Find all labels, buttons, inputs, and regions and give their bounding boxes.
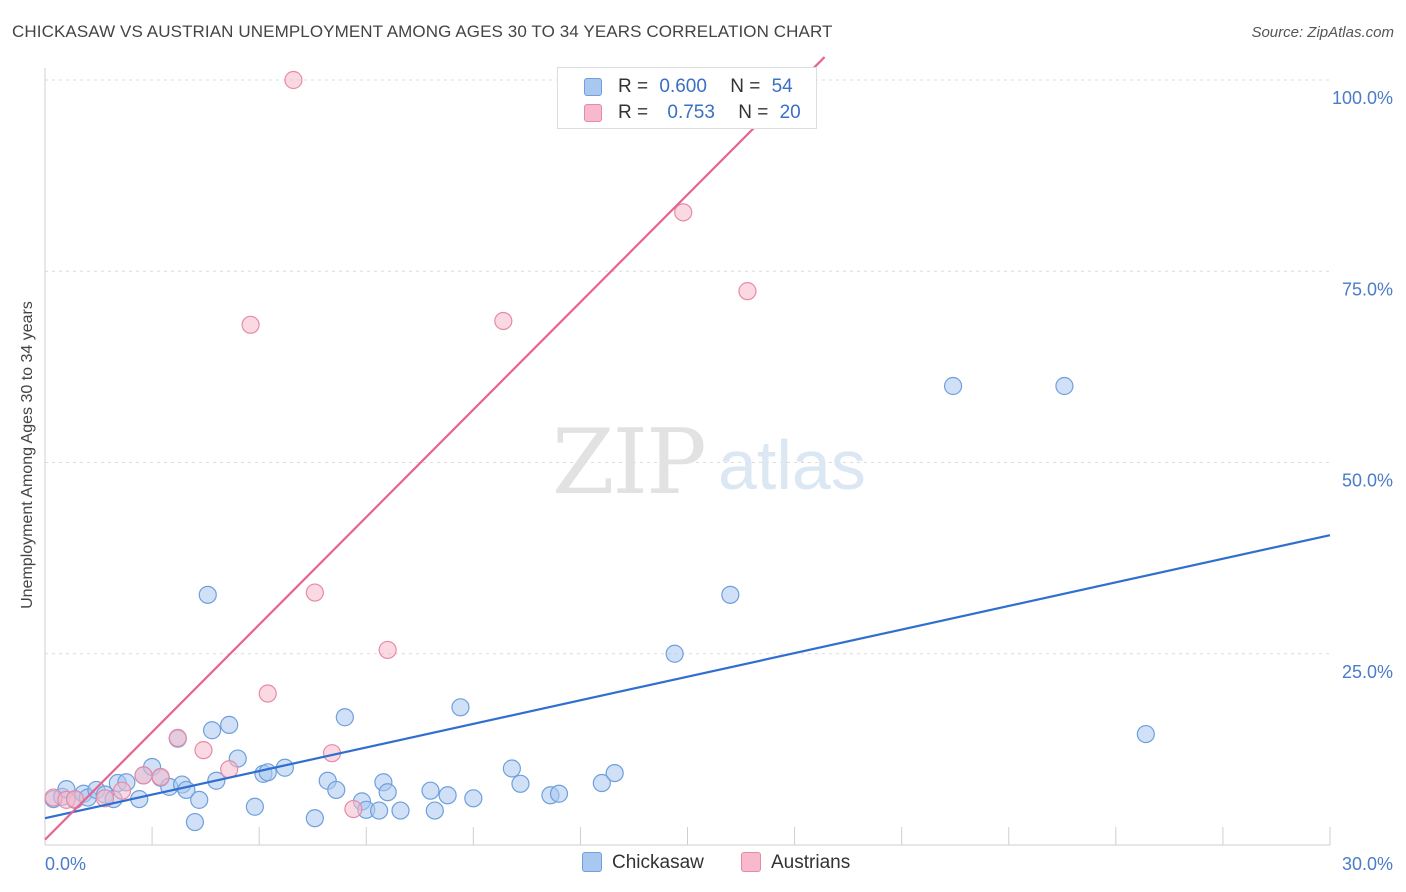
austrians-point xyxy=(65,789,85,809)
legend-swatch-austrians xyxy=(584,104,602,122)
chickasaw-point xyxy=(198,585,217,604)
chart-title: CHICKASAW VS AUSTRIAN UNEMPLOYMENT AMONG… xyxy=(12,22,833,41)
x-tick-label: 30.0% xyxy=(1342,854,1393,874)
watermark-zip: ZIP xyxy=(552,410,705,515)
y-axis-label: Unemployment Among Ages 30 to 34 years xyxy=(19,301,36,609)
chickasaw-point xyxy=(1136,724,1155,744)
chickasaw-point xyxy=(370,801,389,820)
watermark-atlas: atlas xyxy=(718,426,866,504)
chickasaw-point xyxy=(502,759,521,778)
legend-n-label: N = xyxy=(738,102,769,123)
chickasaw-point xyxy=(464,789,483,808)
x-tick-label: 0.0% xyxy=(45,854,86,874)
bottom-legend-label-austrians: Austrians xyxy=(771,852,851,873)
chickasaw-point xyxy=(185,812,205,832)
austrians-point xyxy=(494,311,513,331)
legend-r-label: R = xyxy=(618,76,649,97)
chickasaw-point xyxy=(220,715,239,734)
chickasaw-point xyxy=(245,797,264,816)
bottom-legend-chickasaw: Chickasaw xyxy=(582,852,704,874)
x-tick-labels: 0.0% 30.0% xyxy=(45,854,1393,874)
chickasaw-point xyxy=(721,585,740,604)
chickasaw-point xyxy=(665,644,684,663)
austrians-point xyxy=(738,282,757,301)
austrians-point xyxy=(305,583,324,602)
legend-r-label: R = xyxy=(618,102,649,123)
chickasaw-point xyxy=(258,763,277,782)
chickasaw-point xyxy=(943,376,963,396)
austrians-point xyxy=(134,766,153,785)
chickasaw-point xyxy=(549,784,569,803)
austrians-trend-line xyxy=(44,56,826,841)
watermark: ZIP atlas xyxy=(552,410,866,515)
legend-n-value-austrians: 20 xyxy=(779,102,801,123)
y-tick-labels: 25.0% 50.0% 75.0% 100.0% xyxy=(1332,88,1393,682)
chickasaw-point xyxy=(438,786,457,805)
legend-r-value-chickasaw: 0.600 xyxy=(659,76,707,97)
chickasaw-point xyxy=(335,708,354,727)
y-tick-label: 25.0% xyxy=(1342,662,1393,682)
austrians-point xyxy=(194,741,213,760)
bottom-legend-swatch-chickasaw xyxy=(582,852,602,872)
chickasaw-point xyxy=(190,790,209,809)
austrians-point xyxy=(112,781,132,800)
austrians-point xyxy=(241,315,260,334)
austrians-point xyxy=(95,789,115,808)
legend-n-value-chickasaw: 54 xyxy=(771,76,793,97)
chickasaw-point xyxy=(202,721,222,740)
bottom-legend-austrians: Austrians xyxy=(741,852,850,874)
y-tick-label: 75.0% xyxy=(1342,279,1393,299)
chickasaw-point xyxy=(451,698,470,717)
correlation-legend: R = 0.600 N = 54 R = 0.753 N = 20 xyxy=(557,67,817,129)
chickasaw-point xyxy=(425,801,444,820)
chickasaw-point xyxy=(605,763,624,783)
austrians-points xyxy=(44,70,757,819)
chickasaw-point xyxy=(378,783,397,802)
y-tick-label: 50.0% xyxy=(1342,471,1393,491)
austrians-point xyxy=(220,760,239,779)
source-label: Source: ZipAtlas.com xyxy=(1251,24,1394,41)
chickasaw-point xyxy=(1055,376,1074,396)
bottom-legend-label-chickasaw: Chickasaw xyxy=(612,852,704,873)
austrians-point xyxy=(151,767,170,787)
chickasaw-point xyxy=(592,773,611,793)
austrians-point xyxy=(284,70,303,90)
y-tick-label: 100.0% xyxy=(1332,88,1393,108)
chickasaw-point xyxy=(511,774,530,793)
austrians-point xyxy=(258,684,277,703)
chickasaw-point xyxy=(391,801,410,820)
chickasaw-trend-line xyxy=(44,534,1331,820)
bottom-legend-swatch-austrians xyxy=(741,852,761,872)
chickasaw-point xyxy=(421,781,440,800)
legend-swatch-chickasaw xyxy=(584,78,602,96)
austrians-point xyxy=(168,728,187,748)
chickasaw-point xyxy=(305,809,324,828)
legend-n-label: N = xyxy=(730,76,761,97)
austrians-point xyxy=(344,799,363,819)
austrians-point xyxy=(674,203,693,222)
austrians-point xyxy=(378,640,397,660)
trend-lines xyxy=(44,56,1331,841)
chickasaw-point xyxy=(327,780,346,800)
x-axis-ticks xyxy=(44,827,1331,845)
legend-r-value-austrians: 0.753 xyxy=(667,102,715,123)
